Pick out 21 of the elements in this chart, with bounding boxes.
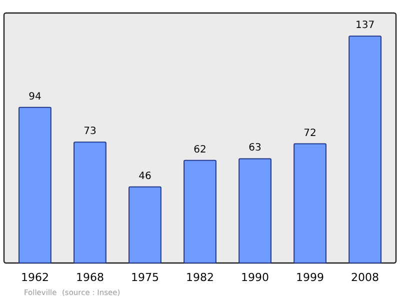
data-label: 73 <box>84 126 96 138</box>
x-tick-label: 1982 <box>186 271 214 284</box>
bar <box>74 142 106 264</box>
data-label: 62 <box>194 144 206 156</box>
bar <box>348 36 382 264</box>
x-tick-label: 2008 <box>351 271 380 284</box>
x-tick-label: 1990 <box>241 271 270 284</box>
x-tick-label: 1999 <box>296 271 324 284</box>
bar <box>238 158 272 264</box>
data-label: 94 <box>28 91 42 102</box>
bar <box>294 143 326 264</box>
data-label: 72 <box>304 128 316 139</box>
x-tick-label: 1975 <box>130 271 159 284</box>
data-label: 46 <box>138 170 152 182</box>
bar <box>128 186 162 264</box>
data-label: 137 <box>355 20 375 32</box>
bar <box>184 160 216 264</box>
data-label: 63 <box>248 142 262 154</box>
bar <box>18 106 52 264</box>
x-tick-label: 1962 <box>20 271 49 284</box>
x-tick-label: 1968 <box>76 271 104 284</box>
